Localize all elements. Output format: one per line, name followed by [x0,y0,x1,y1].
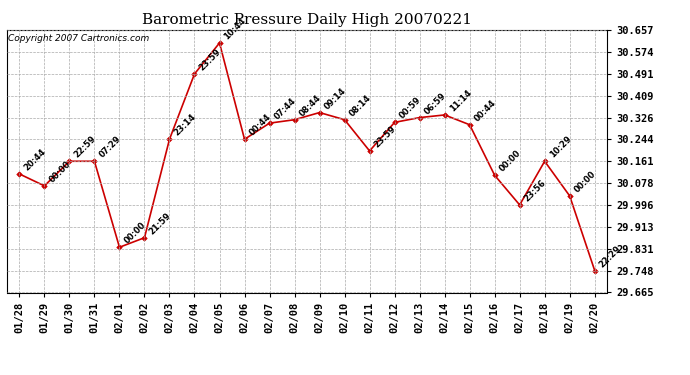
Text: 21:59: 21:59 [148,211,172,236]
Text: 23:14: 23:14 [172,112,198,138]
Text: 00:44: 00:44 [248,112,273,138]
Text: 00:00: 00:00 [48,159,72,184]
Text: 22:29: 22:29 [598,244,623,269]
Text: Copyright 2007 Cartronics.com: Copyright 2007 Cartronics.com [8,34,149,43]
Text: 20:44: 20:44 [22,147,48,172]
Text: 23:59: 23:59 [197,47,223,72]
Text: 23:59: 23:59 [373,124,397,149]
Text: 10:29: 10:29 [548,135,573,160]
Text: 23:56: 23:56 [522,178,548,203]
Text: 06:59: 06:59 [422,91,448,116]
Text: 10:44: 10:44 [222,16,248,41]
Text: 00:00: 00:00 [573,170,598,194]
Text: 00:00: 00:00 [497,148,522,174]
Text: 07:29: 07:29 [97,135,123,160]
Text: 09:14: 09:14 [322,86,348,111]
Text: 07:44: 07:44 [273,96,297,122]
Text: 11:14: 11:14 [448,88,473,113]
Title: Barometric Pressure Daily High 20070221: Barometric Pressure Daily High 20070221 [142,13,472,27]
Text: 08:44: 08:44 [297,93,323,118]
Text: 00:00: 00:00 [122,220,148,246]
Text: 00:44: 00:44 [473,98,497,123]
Text: 08:14: 08:14 [348,93,373,118]
Text: 22:59: 22:59 [72,134,98,160]
Text: 00:59: 00:59 [397,96,423,121]
